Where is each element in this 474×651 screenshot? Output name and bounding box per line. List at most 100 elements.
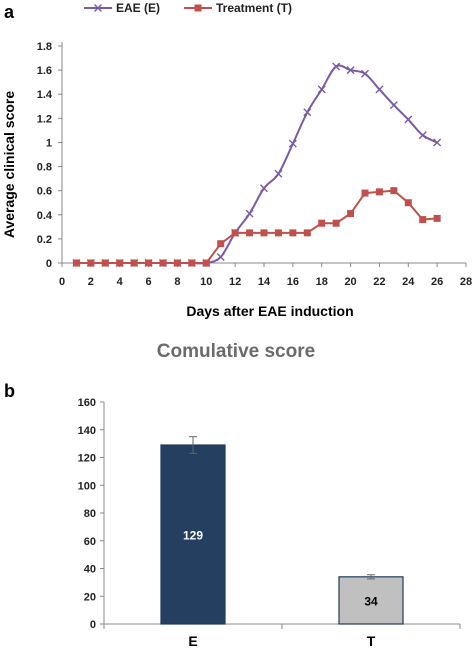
x-axis-title: Days after EAE induction xyxy=(186,303,353,319)
data-point-eae xyxy=(245,209,254,218)
data-point-treatment xyxy=(260,229,268,237)
y-tick-label: 20 xyxy=(84,591,96,603)
data-point-eae xyxy=(433,138,442,147)
data-point-treatment xyxy=(231,229,239,237)
data-point-eae xyxy=(260,184,268,193)
marker-stroke xyxy=(375,85,384,94)
data-point-treatment xyxy=(419,216,427,224)
marker-stroke xyxy=(274,169,283,178)
marker-stroke xyxy=(346,66,355,75)
marker-stroke xyxy=(389,101,398,110)
data-point-treatment xyxy=(202,259,210,267)
data-point-eae xyxy=(216,252,225,261)
data-point-treatment xyxy=(433,214,441,222)
x-tick-label: 6 xyxy=(146,276,152,288)
x-tick-label: 12 xyxy=(229,276,241,288)
data-point-eae xyxy=(361,69,369,78)
data-point-treatment xyxy=(130,259,138,267)
data-point-eae xyxy=(317,85,326,94)
y-tick-label: 100 xyxy=(78,480,96,492)
data-point-treatment xyxy=(289,229,297,237)
panel-label-b: b xyxy=(4,381,15,401)
x-tick-label: 10 xyxy=(200,276,212,288)
x-category-label-e: E xyxy=(188,633,197,649)
y-tick-label: 0.2 xyxy=(37,234,52,246)
data-point-treatment xyxy=(188,259,196,267)
bar-chart: 0 20 40 60 80 100 120 140 160 129 E 34 T xyxy=(78,397,461,649)
data-point-treatment xyxy=(101,259,109,267)
marker-stroke xyxy=(332,62,341,71)
data-point-treatment xyxy=(173,259,181,267)
marker-stroke xyxy=(361,69,369,78)
data-point-eae xyxy=(303,108,312,117)
data-point-eae xyxy=(375,85,384,94)
legend-marker-treatment xyxy=(194,4,202,12)
data-point-treatment xyxy=(116,259,124,267)
data-point-eae xyxy=(274,169,283,178)
data-point-treatment xyxy=(318,219,326,227)
x-tick-label: 20 xyxy=(344,276,356,288)
x-tick-label: 8 xyxy=(174,276,180,288)
data-point-treatment xyxy=(274,229,282,237)
data-point-eae xyxy=(404,115,413,124)
data-point-eae xyxy=(418,131,427,140)
data-point-treatment xyxy=(246,229,254,237)
legend: EAE (E) Treatment (T) xyxy=(84,1,292,15)
y-tick-label: 0.8 xyxy=(37,162,52,174)
y-tick-label: 120 xyxy=(78,453,96,465)
data-point-treatment xyxy=(390,187,398,195)
data-point-eae xyxy=(389,101,398,110)
legend-label-eae: EAE (E) xyxy=(116,1,160,15)
y-tick-label: 60 xyxy=(84,536,96,548)
y-tick-label: 1.6 xyxy=(37,65,52,77)
x-tick-label: 0 xyxy=(59,276,65,288)
data-point-treatment xyxy=(303,229,311,237)
data-point-treatment xyxy=(159,259,167,267)
y-tick-label: 140 xyxy=(78,425,96,437)
marker-stroke xyxy=(317,85,326,94)
marker-stroke xyxy=(418,131,427,140)
marker-stroke xyxy=(260,184,268,193)
bar-value-label-t: 34 xyxy=(364,594,378,608)
x-tick-label: 28 xyxy=(460,276,472,288)
data-point-treatment xyxy=(145,259,153,267)
bar-e xyxy=(160,444,226,625)
y-tick-label: 1.2 xyxy=(37,113,52,125)
data-point-treatment xyxy=(375,188,383,196)
y-axis-title: Average clinical score xyxy=(1,91,17,239)
x-tick-label: 4 xyxy=(117,276,124,288)
line-chart: 00.20.40.60.811.21.41.61.80 2 4 6 8 10 12 14 16 1… xyxy=(1,1,472,319)
x-tick-label: 2 xyxy=(88,276,94,288)
bar-t xyxy=(338,576,404,625)
data-point-treatment xyxy=(72,259,80,267)
marker-stroke xyxy=(245,209,254,218)
y-tick-label: 0 xyxy=(46,258,52,270)
data-point-treatment xyxy=(87,259,95,267)
data-point-eae xyxy=(332,62,341,71)
y-tick-label: 80 xyxy=(84,508,96,520)
x-tick-label: 22 xyxy=(373,276,385,288)
data-point-eae xyxy=(288,139,297,148)
x-tick-label: 24 xyxy=(402,276,415,288)
bar-value-label-e: 129 xyxy=(183,529,203,543)
data-point-treatment xyxy=(332,219,340,227)
y-tick-label: 160 xyxy=(78,397,96,409)
panel-label-a: a xyxy=(4,2,15,22)
data-point-treatment xyxy=(347,210,355,218)
y-tick-label: 1 xyxy=(46,137,52,149)
y-tick-label: 0 xyxy=(90,619,96,631)
data-point-eae xyxy=(346,66,355,75)
x-tick-label: 26 xyxy=(431,276,443,288)
y-tick-label: 1.8 xyxy=(37,41,52,53)
x-tick-label: 14 xyxy=(258,276,271,288)
y-tick-label: 0.6 xyxy=(37,186,52,198)
x-category-label-t: T xyxy=(367,633,376,649)
data-point-treatment xyxy=(361,189,369,197)
y-tick-label: 1.4 xyxy=(37,89,53,101)
legend-marker-eae xyxy=(94,4,102,12)
marker-stroke xyxy=(303,108,312,117)
bar-chart-title: Comulative score xyxy=(157,341,315,362)
y-tick-label: 40 xyxy=(84,564,96,576)
